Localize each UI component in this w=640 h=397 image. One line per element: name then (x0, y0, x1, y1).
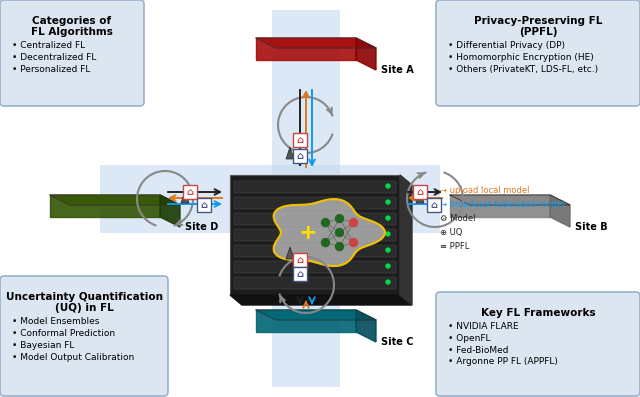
Polygon shape (450, 195, 570, 205)
Text: • Fed-BioMed: • Fed-BioMed (448, 346, 509, 355)
FancyBboxPatch shape (0, 0, 144, 106)
Polygon shape (50, 195, 160, 217)
FancyBboxPatch shape (183, 185, 197, 199)
FancyBboxPatch shape (293, 133, 307, 147)
Bar (234, 213, 396, 225)
Circle shape (335, 215, 344, 223)
Circle shape (386, 264, 390, 268)
Circle shape (321, 239, 330, 247)
Polygon shape (256, 38, 376, 48)
Circle shape (321, 219, 330, 227)
Circle shape (335, 243, 344, 251)
FancyBboxPatch shape (293, 267, 307, 281)
Bar (234, 245, 396, 257)
Text: Key FL Frameworks: Key FL Frameworks (481, 308, 595, 318)
Text: ⌂: ⌂ (296, 135, 303, 145)
Text: Site D: Site D (185, 222, 218, 232)
Polygon shape (286, 147, 294, 159)
Text: Categories of: Categories of (33, 16, 111, 26)
Polygon shape (356, 38, 376, 70)
Text: FL Algorithms: FL Algorithms (31, 27, 113, 37)
Text: ⌂: ⌂ (186, 187, 193, 197)
Circle shape (386, 184, 390, 188)
Bar (234, 229, 396, 241)
Circle shape (386, 216, 390, 220)
Text: ≡ PPFL: ≡ PPFL (440, 242, 469, 251)
Bar (230, 175, 400, 295)
FancyBboxPatch shape (197, 198, 211, 212)
Text: • Conformal Prediction: • Conformal Prediction (12, 329, 115, 338)
Text: ⌂: ⌂ (200, 200, 207, 210)
FancyBboxPatch shape (293, 149, 307, 163)
Text: • Centralized FL: • Centralized FL (12, 42, 85, 50)
Text: Site B: Site B (575, 222, 607, 232)
Text: • Model Ensembles: • Model Ensembles (12, 318, 99, 326)
Text: • Others (PrivateKT, LDS-FL, etc.): • Others (PrivateKT, LDS-FL, etc.) (448, 65, 598, 74)
Circle shape (386, 232, 390, 236)
Text: → upload local model: → upload local model (440, 186, 529, 195)
Polygon shape (256, 310, 376, 320)
FancyBboxPatch shape (436, 292, 640, 396)
Circle shape (349, 239, 358, 247)
Polygon shape (400, 175, 412, 305)
Polygon shape (50, 195, 180, 205)
Text: Site A: Site A (381, 65, 413, 75)
Text: • Homomorphic Encryption (HE): • Homomorphic Encryption (HE) (448, 53, 594, 62)
Text: ⌂: ⌂ (431, 200, 438, 210)
Bar (234, 261, 396, 273)
Bar (234, 181, 396, 193)
Polygon shape (181, 191, 189, 203)
Polygon shape (256, 310, 356, 332)
FancyBboxPatch shape (0, 276, 168, 396)
FancyBboxPatch shape (413, 185, 427, 199)
Text: (UQ) in FL: (UQ) in FL (54, 303, 113, 313)
Bar (234, 277, 396, 289)
Polygon shape (286, 247, 294, 259)
Polygon shape (450, 195, 550, 217)
Text: ⌂: ⌂ (296, 151, 303, 161)
FancyBboxPatch shape (293, 253, 307, 267)
Circle shape (386, 280, 390, 284)
Text: • Model Output Calibration: • Model Output Calibration (12, 353, 134, 362)
FancyBboxPatch shape (427, 198, 441, 212)
Text: ⌂: ⌂ (296, 269, 303, 279)
Polygon shape (356, 310, 376, 342)
Polygon shape (230, 295, 412, 305)
Text: → broadcast federated model: → broadcast federated model (440, 200, 564, 209)
Polygon shape (550, 195, 570, 227)
Polygon shape (160, 195, 180, 227)
Text: +: + (298, 223, 317, 243)
Circle shape (386, 200, 390, 204)
Polygon shape (416, 191, 424, 203)
Text: ⌂: ⌂ (417, 187, 424, 197)
Circle shape (335, 229, 344, 237)
Text: (PPFL): (PPFL) (519, 27, 557, 37)
Text: • Personalized FL: • Personalized FL (12, 65, 90, 74)
Bar (100, 165, 440, 233)
Text: • OpenFL: • OpenFL (448, 334, 490, 343)
Circle shape (349, 219, 358, 227)
Text: Site C: Site C (381, 337, 413, 347)
Text: • NVIDIA FLARE: • NVIDIA FLARE (448, 322, 518, 331)
Text: Uncertainty Quantification: Uncertainty Quantification (6, 292, 163, 302)
Text: ⊕ UQ: ⊕ UQ (440, 228, 462, 237)
Bar (272, 10, 340, 387)
Text: • Differential Privacy (DP): • Differential Privacy (DP) (448, 42, 565, 50)
Circle shape (386, 248, 390, 252)
Polygon shape (274, 199, 385, 266)
FancyBboxPatch shape (436, 0, 640, 106)
Text: ⌂: ⌂ (296, 255, 303, 265)
Bar (234, 197, 396, 209)
Text: Privacy-Preserving FL: Privacy-Preserving FL (474, 16, 602, 26)
Text: ⚙ Model: ⚙ Model (440, 214, 476, 223)
Polygon shape (256, 38, 356, 60)
Text: • Bayesian FL: • Bayesian FL (12, 341, 74, 350)
Text: • Argonne PP FL (APPFL): • Argonne PP FL (APPFL) (448, 357, 558, 366)
Text: • Decentralized FL: • Decentralized FL (12, 53, 97, 62)
